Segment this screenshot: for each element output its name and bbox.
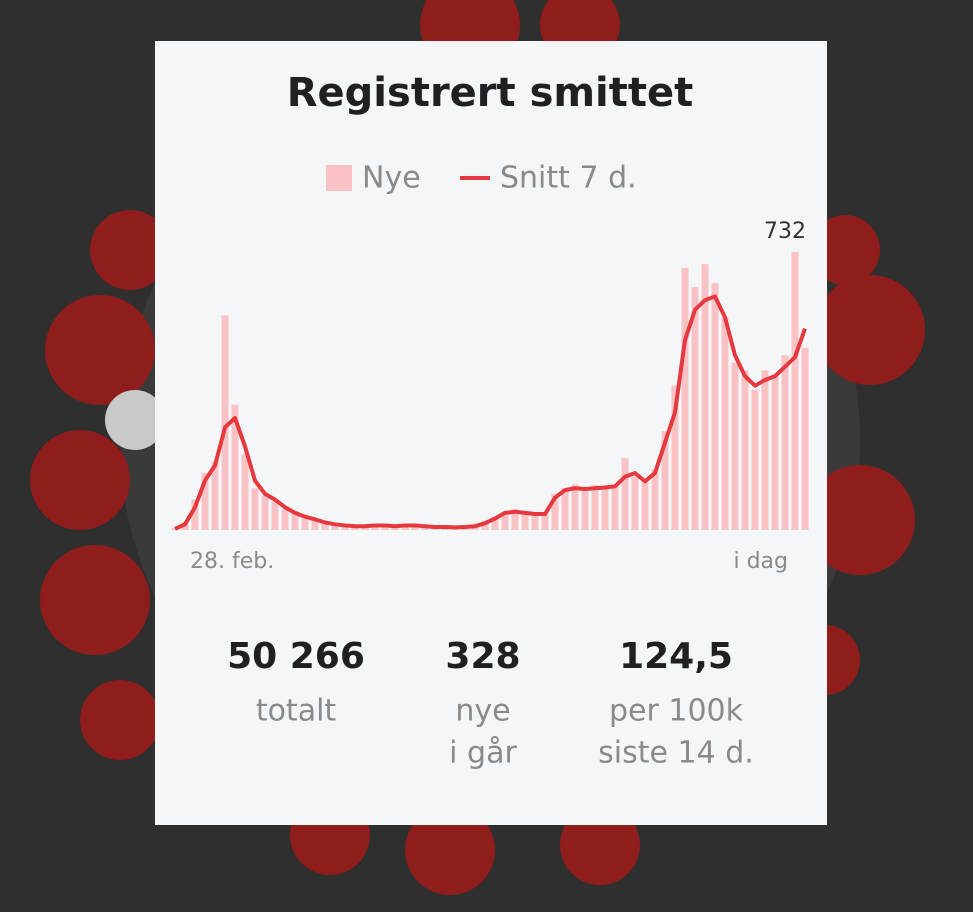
legend-label: Snitt 7 d. <box>500 161 637 196</box>
bar <box>732 363 739 530</box>
bar <box>262 496 269 530</box>
bar <box>572 484 579 530</box>
bar <box>272 502 279 530</box>
page: Registrert smittet Nye Snitt 7 d. 732 28.… <box>0 0 973 912</box>
bar <box>632 477 639 530</box>
legend-swatch <box>326 165 352 191</box>
bar <box>612 484 619 530</box>
stat-label: nye <box>455 694 510 729</box>
stat-value: 50 266 <box>227 636 365 677</box>
x-tick-label: i dag <box>733 549 788 574</box>
bar <box>792 252 799 530</box>
x-tick-label: 28. feb. <box>190 549 274 574</box>
stat-label: i går <box>449 736 517 771</box>
bar <box>622 458 629 530</box>
bar <box>682 268 689 530</box>
bar <box>802 348 809 530</box>
value-label: 732 <box>764 219 806 244</box>
bar <box>602 486 609 530</box>
stat-label: siste 14 d. <box>598 736 754 771</box>
stat-label: per 100k <box>609 694 744 729</box>
bar <box>782 355 789 530</box>
bar <box>742 370 749 530</box>
bar <box>592 485 599 530</box>
bar <box>642 483 649 530</box>
chart-title: Registrert smittet <box>287 70 694 116</box>
bar <box>722 317 729 530</box>
bar <box>762 370 769 530</box>
bar <box>282 509 289 530</box>
stat-label: totalt <box>256 694 337 729</box>
bar <box>302 519 309 530</box>
bar <box>772 374 779 530</box>
bar <box>532 515 539 530</box>
stat-value: 124,5 <box>619 636 733 677</box>
bar <box>242 454 249 530</box>
bar <box>582 490 589 530</box>
bar <box>522 513 529 530</box>
bar <box>752 389 759 530</box>
bar <box>252 488 259 530</box>
stat-value: 328 <box>445 636 520 677</box>
bar <box>652 469 659 530</box>
bar <box>712 283 719 530</box>
legend-label: Nye <box>362 161 421 196</box>
